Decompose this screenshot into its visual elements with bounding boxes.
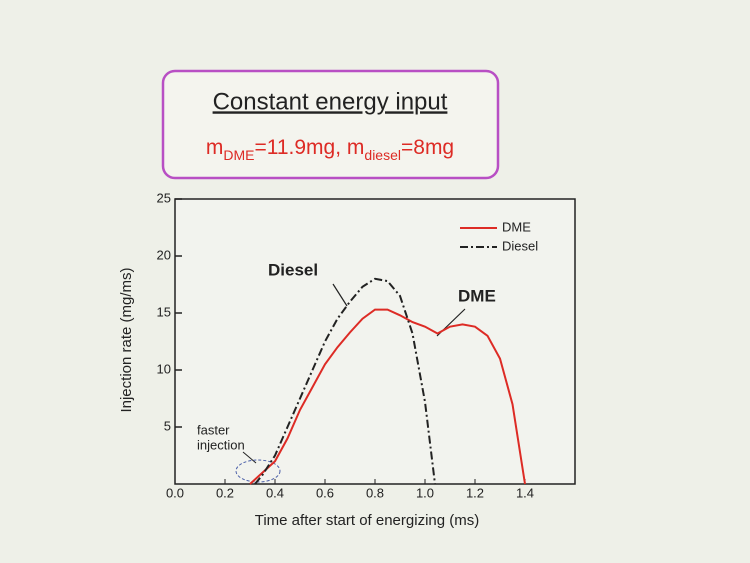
y-tick-label: 25: [157, 190, 171, 205]
plot-area: [174, 198, 576, 485]
chart-title: Constant energy input: [213, 88, 448, 115]
subscript: DME: [223, 147, 254, 163]
subtitle-part: =11.9mg, m: [254, 136, 364, 159]
annotation-arrow: [242, 451, 257, 464]
subtitle-part: m: [206, 136, 224, 159]
y-axis-label: Injection rate (mg/ms): [118, 267, 135, 412]
x-tick-label: 1.2: [466, 485, 484, 500]
y-tick-label: 15: [157, 304, 171, 319]
x-tick-label: 0.4: [266, 485, 284, 500]
x-tick-label: 0.8: [366, 485, 384, 500]
x-tick-label: 1.4: [516, 485, 534, 500]
x-tick-label: 0.0: [166, 485, 184, 500]
annotation: faster: [197, 422, 230, 437]
subtitle-part: =8mg: [401, 136, 454, 159]
y-tick-label: 20: [157, 247, 171, 262]
title-box: [161, 69, 500, 180]
subscript: diesel: [364, 147, 401, 163]
annotation: Diesel: [268, 260, 318, 279]
series-line: [249, 308, 526, 485]
annotation: DME: [458, 286, 496, 305]
y-tick-label: 10: [157, 361, 171, 376]
legend-label: Diesel: [502, 238, 538, 253]
x-tick-label: 0.6: [316, 485, 334, 500]
highlight-ellipse: [235, 459, 281, 483]
series-line: [254, 277, 436, 485]
x-tick-label: 0.2: [216, 485, 234, 500]
x-tick-label: 1.0: [416, 485, 434, 500]
legend-label: DME: [502, 219, 531, 234]
x-axis-label: Time after start of energizing (ms): [255, 512, 480, 529]
y-tick-label: 5: [164, 418, 171, 433]
annotation: injection: [197, 437, 245, 452]
chart-subtitle: mDME=11.9mg, mdiesel=8mg: [206, 136, 454, 163]
annotation-arrow: [332, 283, 348, 307]
